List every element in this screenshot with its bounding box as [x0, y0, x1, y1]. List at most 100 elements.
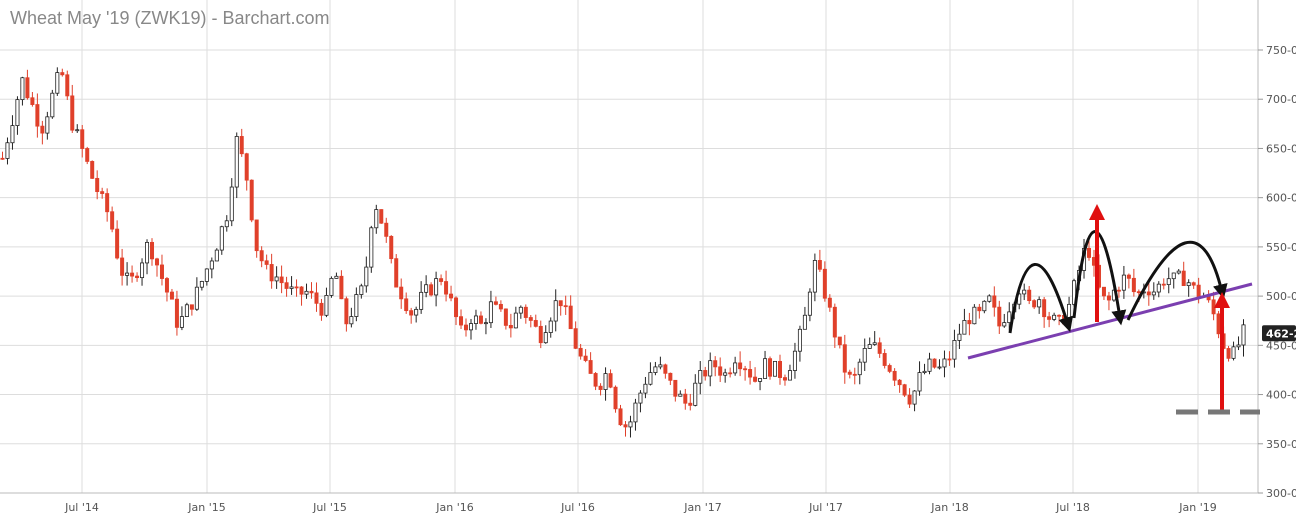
candle-up [658, 364, 663, 368]
candle-up [1186, 282, 1191, 287]
candle-up [359, 285, 364, 295]
candle-up [374, 209, 379, 229]
candle-up [234, 136, 239, 188]
candle-up [1022, 289, 1027, 295]
candle-up [638, 392, 643, 404]
candle-down [429, 284, 434, 296]
candle-down [459, 316, 464, 326]
candle-down [897, 379, 902, 386]
x-tick-label: Jul '17 [808, 501, 843, 514]
candle-up [419, 291, 424, 310]
candle-down [115, 228, 120, 259]
candle-up [723, 372, 728, 376]
candle-down [583, 355, 588, 361]
candle-down [259, 250, 264, 262]
candle-down [389, 235, 394, 260]
y-tick-label: 300-0 [1266, 487, 1296, 500]
y-tick-label: 450-0 [1266, 339, 1296, 352]
candle-up [224, 220, 229, 228]
candle-up [55, 72, 60, 94]
x-tick-label: Jul '16 [560, 501, 595, 514]
x-tick-label: Jan '17 [683, 501, 721, 514]
candle-up [982, 300, 987, 312]
candle-down [842, 344, 847, 373]
candle-down [319, 302, 324, 316]
pattern-annotations [967, 204, 1260, 415]
candle-up [15, 99, 20, 126]
candle-up [653, 366, 658, 373]
candle-down [782, 377, 787, 381]
candle-up [219, 226, 224, 251]
candle-up [543, 332, 548, 344]
candle-down [563, 305, 568, 308]
candle-down [254, 219, 259, 252]
candle-down [977, 306, 982, 312]
candle-down [159, 264, 164, 279]
candle-down [1181, 270, 1186, 287]
candle-up [937, 366, 942, 369]
candle-up [733, 362, 738, 374]
grid-lines [0, 0, 1259, 494]
candle-down [768, 358, 773, 377]
candle-down [1211, 299, 1216, 315]
y-tick-label: 500-0 [1266, 290, 1296, 303]
candle-up [513, 312, 518, 329]
candle-up [927, 358, 932, 372]
candle-up [434, 278, 439, 296]
candle-down [817, 260, 822, 270]
candle-down [852, 373, 857, 376]
y-tick-label: 550-0 [1266, 241, 1296, 254]
candle-down [1136, 291, 1141, 294]
candle-up [758, 378, 763, 382]
candle-down [902, 384, 907, 396]
candle-down [748, 369, 753, 378]
candle-down [663, 364, 668, 374]
candle-up [857, 361, 862, 376]
candle-down [269, 264, 274, 282]
candle-up [75, 129, 80, 132]
y-tick-label: 750-0 [1266, 44, 1296, 57]
candle-down [568, 305, 573, 330]
candle-up [145, 241, 150, 264]
candle-up [972, 306, 977, 325]
candle-down [264, 260, 269, 265]
candle-up [1176, 270, 1181, 274]
candle-up [678, 393, 683, 397]
candle-up [10, 125, 15, 144]
candle-down [613, 386, 618, 410]
candle-up [1002, 322, 1007, 327]
candle-up [194, 286, 199, 310]
y-axis: 300-0 350-0 400-0 450-0 500-0 550-0 600-0 650-0… [1258, 44, 1296, 500]
candle-down [1047, 316, 1052, 320]
x-tick-label: Jan '19 [1178, 501, 1216, 514]
candle-down [508, 325, 513, 329]
candle-up [763, 358, 768, 379]
candle-up [952, 340, 957, 360]
candle-down [449, 293, 454, 299]
candle-up [1241, 324, 1246, 346]
last-price-marker: 462-2 [1262, 325, 1296, 342]
candle-up [184, 304, 189, 317]
candle-up [334, 275, 339, 279]
candle-up [209, 260, 214, 270]
candle-up [140, 262, 145, 279]
candle-down [907, 394, 912, 405]
candle-up [289, 286, 294, 289]
candle-down [598, 385, 603, 390]
candle-down [464, 324, 469, 331]
candle-down [404, 298, 409, 312]
candle-down [80, 129, 85, 149]
candle-down [528, 317, 533, 321]
candle-up [518, 306, 523, 314]
candle-down [688, 402, 693, 406]
candle-down [887, 365, 892, 372]
candle-down [30, 97, 35, 105]
candle-down [668, 372, 673, 381]
candle-up [473, 315, 478, 324]
candle-up [214, 249, 219, 262]
candle-down [294, 286, 299, 289]
candle-down [847, 371, 852, 375]
candle-up [364, 266, 369, 287]
neckline-trendline [967, 282, 1253, 360]
